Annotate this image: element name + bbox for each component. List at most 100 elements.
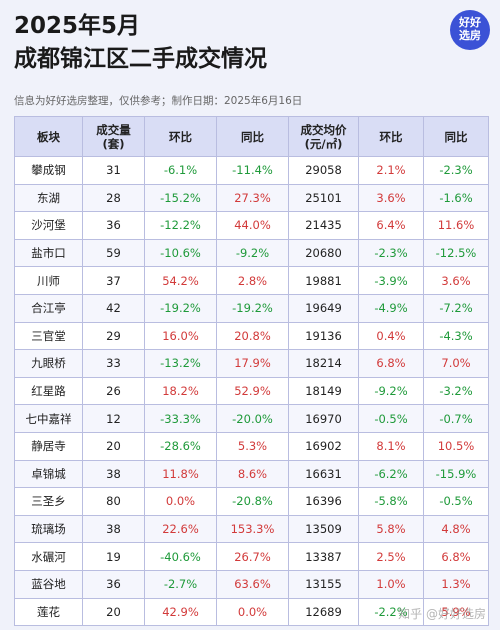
table-cell: -13.2% bbox=[144, 349, 217, 378]
table-cell: 5.9% bbox=[423, 597, 489, 627]
table-cell: -0.7% bbox=[423, 404, 489, 433]
table-row: 七中嘉祥 12 -33.3% -20.0% 16970 -0.5% -0.7% bbox=[14, 404, 489, 433]
table-cell: -6.1% bbox=[144, 156, 217, 185]
board-name-cell: 琉璃场 bbox=[14, 514, 83, 544]
table-cell: 37 bbox=[82, 266, 145, 295]
table-cell: 18214 bbox=[288, 349, 359, 378]
table-cell: 44.0% bbox=[216, 211, 289, 240]
table-row: 红星路 26 18.2% 52.9% 18149 -9.2% -3.2% bbox=[14, 376, 489, 406]
table-cell: -5.8% bbox=[358, 487, 424, 516]
table-cell: 13387 bbox=[288, 542, 359, 571]
board-name-cell: 蓝谷地 bbox=[14, 569, 83, 599]
table-cell: 25101 bbox=[288, 183, 359, 213]
table-cell: 16970 bbox=[288, 404, 359, 433]
table-cell: 16902 bbox=[288, 431, 359, 461]
table-cell: 31 bbox=[82, 156, 145, 185]
table-row: 三圣乡 80 0.0% -20.8% 16396 -5.8% -0.5% bbox=[14, 487, 489, 516]
board-name-cell: 水碾河 bbox=[14, 542, 83, 571]
table-cell: 20.8% bbox=[216, 321, 289, 351]
table-cell: -2.7% bbox=[144, 569, 217, 599]
column-header: 成交均价 (元/㎡) bbox=[288, 116, 359, 157]
table-cell: -40.6% bbox=[144, 542, 217, 571]
table-cell: -11.4% bbox=[216, 156, 289, 185]
table-cell: 54.2% bbox=[144, 266, 217, 295]
table-cell: 19 bbox=[82, 542, 145, 571]
table-cell: 36 bbox=[82, 569, 145, 599]
table-cell: -3.2% bbox=[423, 376, 489, 406]
board-name-cell: 攀成钢 bbox=[14, 156, 83, 185]
board-name-cell: 莲花 bbox=[14, 597, 83, 627]
column-header: 同比 bbox=[216, 116, 289, 157]
table-cell: -15.2% bbox=[144, 183, 217, 213]
table-cell: 8.6% bbox=[216, 459, 289, 489]
table-cell: -28.6% bbox=[144, 431, 217, 461]
table-cell: -2.3% bbox=[423, 156, 489, 185]
table-cell: 4.8% bbox=[423, 514, 489, 544]
board-name-cell: 静居寺 bbox=[14, 431, 83, 461]
table-cell: 42 bbox=[82, 293, 145, 323]
table-cell: -19.2% bbox=[216, 293, 289, 323]
board-name-cell: 九眼桥 bbox=[14, 349, 83, 378]
watermark: 知乎 @好好选房 bbox=[398, 607, 486, 621]
table-cell: -1.6% bbox=[423, 183, 489, 213]
table-cell: 2.1% bbox=[358, 156, 424, 185]
table-cell: 27.3% bbox=[216, 183, 289, 213]
table-row: 合江亭 42 -19.2% -19.2% 19649 -4.9% -7.2% bbox=[14, 293, 489, 323]
board-name-cell: 三官堂 bbox=[14, 321, 83, 351]
table-cell: -12.5% bbox=[423, 238, 489, 268]
table-cell: -3.9% bbox=[358, 266, 424, 295]
table-cell: 0.0% bbox=[144, 487, 217, 516]
table-row: 沙河堡 36 -12.2% 44.0% 21435 6.4% 11.6% bbox=[14, 211, 489, 240]
page-title-line1: 2025年5月 bbox=[14, 13, 141, 39]
table-cell: 18149 bbox=[288, 376, 359, 406]
table-row: 川师 37 54.2% 2.8% 19881 -3.9% 3.6% bbox=[14, 266, 489, 295]
table-cell: 20 bbox=[82, 431, 145, 461]
column-header: 同比 bbox=[423, 116, 489, 157]
table-body: 攀成钢 31 -6.1% -11.4% 29058 2.1% -2.3% 东湖 28 -15.2%… bbox=[14, 156, 489, 627]
table-cell: 6.8% bbox=[358, 349, 424, 378]
table-cell: 26.7% bbox=[216, 542, 289, 571]
column-header: 板块 bbox=[14, 116, 83, 157]
table-cell: -10.6% bbox=[144, 238, 217, 268]
table-cell: -33.3% bbox=[144, 404, 217, 433]
table-cell: 17.9% bbox=[216, 349, 289, 378]
table-cell: -9.2% bbox=[216, 238, 289, 268]
table-row: 琉璃场 38 22.6% 153.3% 13509 5.8% 4.8% bbox=[14, 514, 489, 544]
table-cell: 5.3% bbox=[216, 431, 289, 461]
table-row: 三官堂 29 16.0% 20.8% 19136 0.4% -4.3% bbox=[14, 321, 489, 351]
logo-text-line1: 好好 bbox=[459, 16, 481, 29]
table-cell: -2.3% bbox=[358, 238, 424, 268]
board-name-cell: 七中嘉祥 bbox=[14, 404, 83, 433]
table-cell: 22.6% bbox=[144, 514, 217, 544]
transaction-table: 板块 成交量 (套) 环比 同比 成交均价 (元/㎡) 环比 同比 攀成钢 31 -6.1% -11.… bbox=[14, 116, 489, 627]
table-cell: 11.8% bbox=[144, 459, 217, 489]
table-row: 东湖 28 -15.2% 27.3% 25101 3.6% -1.6% bbox=[14, 183, 489, 213]
table-cell: 20 bbox=[82, 597, 145, 627]
table-cell: 29 bbox=[82, 321, 145, 351]
table-cell: -15.9% bbox=[423, 459, 489, 489]
table-cell: -6.2% bbox=[358, 459, 424, 489]
table-cell: -9.2% bbox=[358, 376, 424, 406]
table-cell: 36 bbox=[82, 211, 145, 240]
table-row: 九眼桥 33 -13.2% 17.9% 18214 6.8% 7.0% bbox=[14, 349, 489, 378]
table-cell: 0.4% bbox=[358, 321, 424, 351]
table-row: 盐市口 59 -10.6% -9.2% 20680 -2.3% -12.5% bbox=[14, 238, 489, 268]
table-cell: -7.2% bbox=[423, 293, 489, 323]
table-cell: -4.3% bbox=[423, 321, 489, 351]
table-cell: 19136 bbox=[288, 321, 359, 351]
brand-logo: 好好 选房 bbox=[450, 10, 490, 50]
table-cell: 63.6% bbox=[216, 569, 289, 599]
table-cell: 18.2% bbox=[144, 376, 217, 406]
board-name-cell: 盐市口 bbox=[14, 238, 83, 268]
table-cell: 6.8% bbox=[423, 542, 489, 571]
column-header: 环比 bbox=[144, 116, 217, 157]
board-name-cell: 卓锦城 bbox=[14, 459, 83, 489]
table-row: 攀成钢 31 -6.1% -11.4% 29058 2.1% -2.3% bbox=[14, 156, 489, 185]
board-name-cell: 合江亭 bbox=[14, 293, 83, 323]
table-cell: 16.0% bbox=[144, 321, 217, 351]
table-cell: 12 bbox=[82, 404, 145, 433]
table-cell: -19.2% bbox=[144, 293, 217, 323]
page-title-line2: 成都锦江区二手成交情况 bbox=[14, 46, 267, 72]
table-cell: 7.0% bbox=[423, 349, 489, 378]
table-row: 卓锦城 38 11.8% 8.6% 16631 -6.2% -15.9% bbox=[14, 459, 489, 489]
